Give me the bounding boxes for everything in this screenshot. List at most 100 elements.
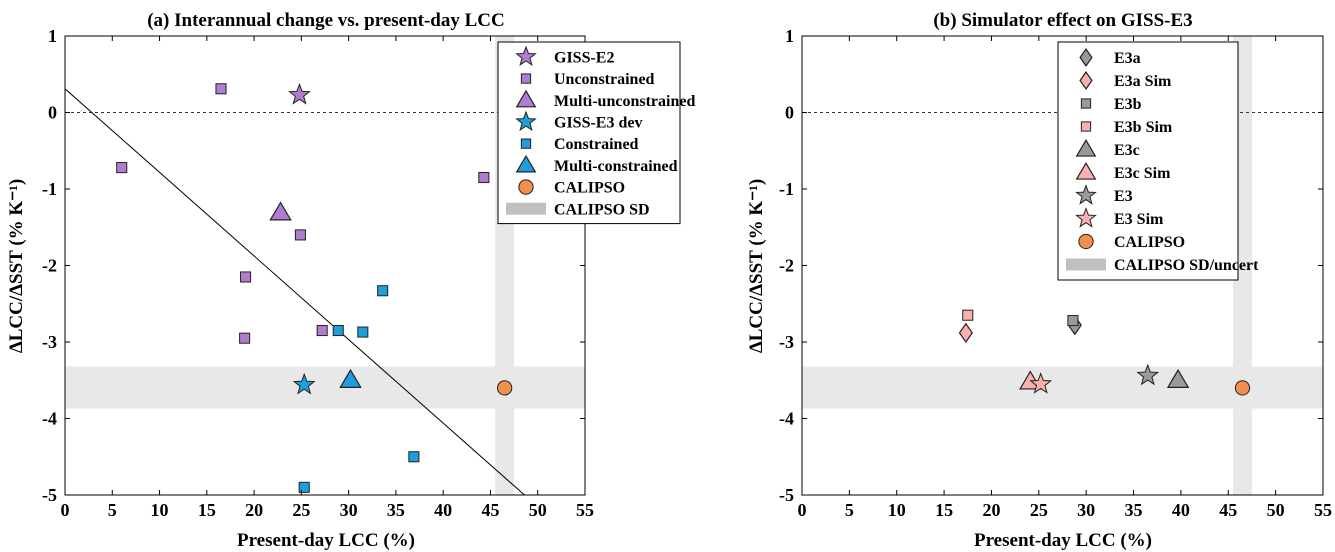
x-tick-label: 55 — [576, 500, 594, 520]
x-tick-label: 5 — [845, 500, 854, 520]
y-tick-label: -3 — [779, 332, 794, 352]
legend-label: E3a — [1114, 50, 1141, 67]
panel-a-regression-line — [65, 88, 525, 495]
data-point — [294, 229, 306, 241]
x-tick-label: 40 — [434, 500, 452, 520]
panel-a-series-multi-unconstrained — [269, 201, 292, 221]
legend-label: E3c Sim — [1114, 165, 1171, 182]
y-tick-label: -5 — [42, 485, 57, 505]
data-point — [1029, 372, 1053, 394]
panel-b-xlabel: Present-day LCC (%) — [974, 530, 1152, 551]
legend-label: E3 Sim — [1114, 211, 1164, 228]
panel-a-series-unconstrained — [116, 83, 490, 344]
y-tick-label: 1 — [48, 26, 57, 46]
x-tick-label: 35 — [1125, 500, 1143, 520]
legend-label: E3 — [1114, 188, 1133, 205]
panel-b-ylabel: ΔLCC/ΔSST (% K⁻¹) — [746, 179, 767, 353]
legend-label: Unconstrained — [554, 71, 655, 88]
legend-marker — [515, 110, 537, 132]
legend-label: E3b Sim — [1114, 119, 1173, 136]
panel-b-series-e3 — [1136, 363, 1160, 386]
legend-marker — [515, 154, 537, 173]
x-tick-label: 40 — [1172, 500, 1190, 520]
legend-label: CALIPSO SD — [554, 201, 650, 218]
data-point — [496, 380, 513, 396]
legend-label: E3b — [1114, 96, 1142, 113]
data-point — [377, 285, 389, 297]
data-point — [116, 162, 128, 174]
x-tick-label: 0 — [798, 500, 807, 520]
legend-label: CALIPSO — [1114, 234, 1185, 251]
x-tick-label: 55 — [1314, 500, 1332, 520]
x-tick-label: 5 — [108, 500, 117, 520]
data-point — [478, 171, 490, 184]
panel-b-title: (b) Simulator effect on GISS-E3 — [933, 10, 1192, 31]
y-tick-label: 0 — [785, 103, 794, 123]
y-tick-label: -1 — [779, 179, 794, 199]
y-tick-label: -5 — [779, 485, 794, 505]
panel-b-legend: E3a E3a Sim E3b E3b Sim E3c E3c Sim E3 E3 Sim CA… — [1057, 41, 1259, 281]
legend-marker — [1079, 71, 1093, 90]
panel-a-plot-area — [65, 36, 585, 495]
y-tick-label: 0 — [48, 103, 57, 123]
x-tick-label: 25 — [1030, 500, 1048, 520]
data-point — [1136, 363, 1160, 386]
y-tick-label: -3 — [42, 332, 57, 352]
y-tick-label: -1 — [42, 179, 57, 199]
panel-a-series-calipso — [496, 380, 513, 396]
data-point — [215, 83, 227, 95]
data-point — [269, 201, 292, 221]
x-tick-label: 50 — [529, 500, 547, 520]
legend-label: E3c — [1114, 142, 1140, 159]
panel-b-series-e3-sim — [1029, 372, 1053, 394]
panel-a-series-giss-e2 — [288, 82, 311, 105]
legend-marker — [1079, 48, 1093, 67]
legend-marker — [1075, 161, 1097, 180]
x-tick-label: 45 — [481, 500, 499, 520]
data-point — [316, 324, 328, 337]
panel-a-series-multi-constrained — [339, 368, 362, 388]
y-tick-label: -2 — [779, 256, 794, 276]
data-point — [339, 368, 362, 388]
legend-label: E3a Sim — [1114, 73, 1172, 90]
legend-marker — [1080, 98, 1092, 109]
data-point — [239, 332, 251, 344]
legend-marker — [1078, 233, 1094, 250]
data-point — [1067, 315, 1079, 327]
data-point — [1234, 380, 1251, 396]
x-tick-label: 30 — [1077, 500, 1095, 520]
panel-b-series-e3b-sim — [962, 309, 974, 321]
x-tick-label: 25 — [292, 500, 310, 520]
data-point — [1166, 368, 1190, 388]
legend-band-swatch — [506, 202, 546, 215]
x-tick-label: 10 — [151, 500, 169, 520]
x-tick-label: 30 — [340, 500, 358, 520]
x-tick-label: 45 — [1219, 500, 1237, 520]
panel-b-series-e3a-sim — [958, 322, 973, 343]
legend-label: Multi-constrained — [554, 158, 678, 175]
legend-marker — [520, 73, 532, 84]
legend-label: GISS-E2 — [554, 49, 614, 66]
legend-marker — [1075, 138, 1097, 157]
panel-b-series-calipso — [1234, 380, 1251, 396]
y-tick-label: -2 — [42, 256, 57, 276]
y-tick-label: 1 — [785, 26, 794, 46]
legend-marker — [520, 138, 532, 149]
panel-a-xlabel: Present-day LCC (%) — [237, 530, 415, 551]
x-tick-label: 20 — [245, 500, 263, 520]
data-point — [288, 82, 311, 105]
panel-a-title: (a) Interannual change vs. present-day L… — [147, 10, 505, 31]
panel-b-plot-area — [802, 36, 1323, 495]
legend-marker — [518, 179, 534, 195]
x-tick-label: 15 — [935, 500, 953, 520]
x-tick-label: 15 — [198, 500, 216, 520]
x-tick-label: 10 — [888, 500, 906, 520]
legend-marker — [1075, 184, 1097, 205]
legend-marker — [1075, 207, 1097, 228]
legend-label: GISS-E3 dev — [554, 114, 642, 131]
y-tick-label: -4 — [779, 409, 794, 429]
legend-label: CALIPSO SD/uncert — [1114, 257, 1259, 274]
legend-marker — [515, 89, 537, 108]
panel-b: 0 5 10 15 20 25 30 35 40 45 50 5510-1-2-3-4-5E3aE3a… — [746, 10, 1332, 551]
y-tick-label: -4 — [42, 409, 57, 429]
